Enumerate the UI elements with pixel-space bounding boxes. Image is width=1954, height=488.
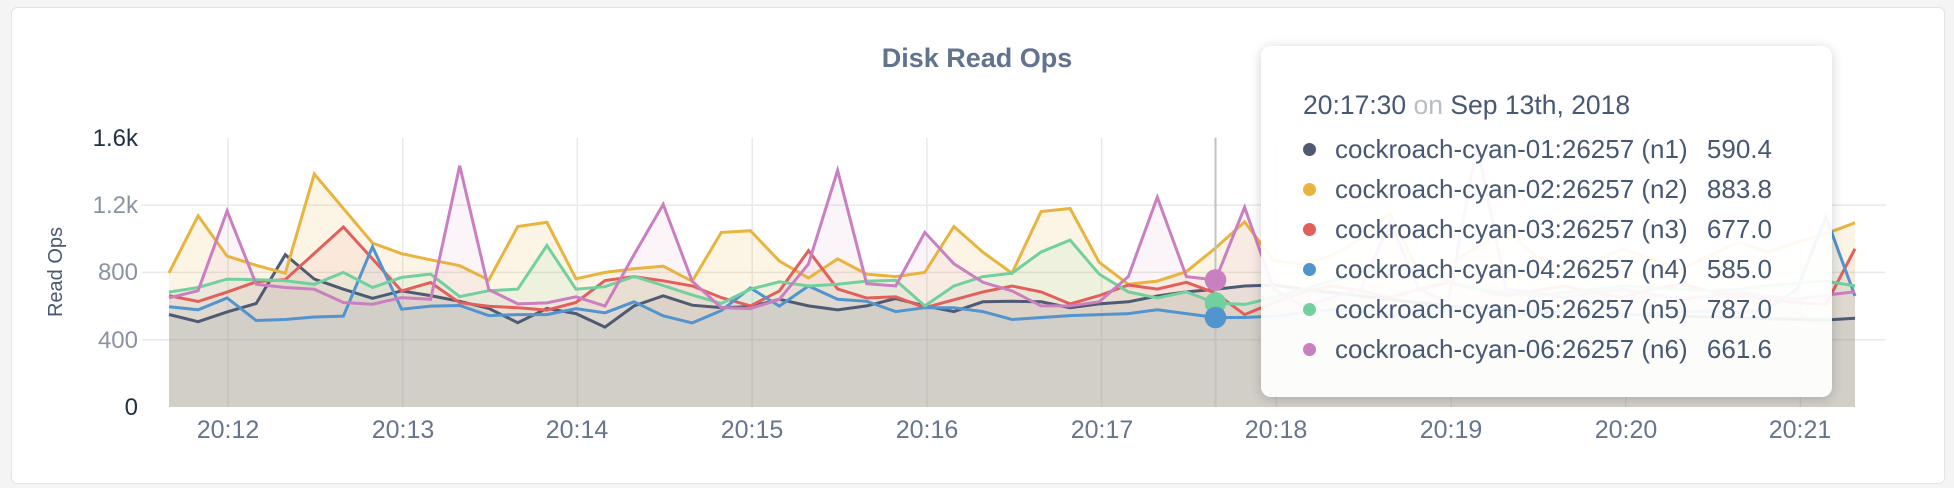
svg-text:20:12: 20:12 bbox=[197, 416, 260, 444]
svg-text:Read Ops: Read Ops bbox=[45, 227, 67, 317]
svg-text:20:14: 20:14 bbox=[546, 416, 609, 444]
svg-text:1.6k: 1.6k bbox=[93, 125, 139, 152]
svg-text:20:17: 20:17 bbox=[1071, 416, 1134, 444]
svg-text:20:18: 20:18 bbox=[1245, 416, 1308, 444]
svg-text:800: 800 bbox=[98, 259, 138, 286]
svg-text:20:15: 20:15 bbox=[721, 416, 784, 444]
svg-text:20:20: 20:20 bbox=[1595, 416, 1658, 444]
svg-text:20:21: 20:21 bbox=[1769, 416, 1832, 444]
svg-text:20:16: 20:16 bbox=[896, 416, 959, 444]
svg-text:400: 400 bbox=[98, 327, 138, 354]
svg-text:0: 0 bbox=[125, 394, 138, 421]
svg-text:1.2k: 1.2k bbox=[93, 192, 139, 219]
svg-text:20:19: 20:19 bbox=[1420, 416, 1483, 444]
svg-text:20:13: 20:13 bbox=[372, 416, 435, 444]
